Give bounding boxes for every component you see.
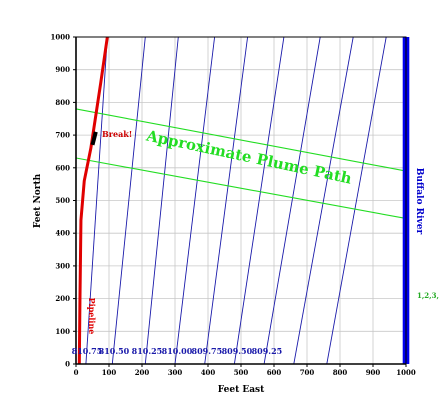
contour-line-1	[111, 37, 146, 364]
y-tick-label-2: 200	[55, 294, 70, 303]
contour-line-2	[144, 37, 179, 364]
tick-labels: 0 100 200 300 400 500 600 700 800 900 1000 0 100 200 3…	[51, 33, 416, 378]
contour-line-8	[326, 37, 387, 364]
x-axis-title: Feet East	[218, 385, 265, 395]
plume-lower-line	[76, 157, 406, 220]
x-tick-label-5: 500	[234, 368, 249, 377]
y-axis-title: Feet North	[33, 173, 43, 228]
y-tick-label-9: 900	[55, 65, 70, 74]
contour-line-7	[293, 37, 354, 364]
contour-label-2: 810.25	[132, 346, 163, 356]
x-tick-label-6: 600	[267, 368, 282, 377]
plume-path	[76, 108, 406, 220]
x-tick-label-8: 800	[333, 368, 348, 377]
river-label: Buffalo River	[414, 168, 424, 235]
contour-label-5: 809.50	[222, 346, 253, 356]
pipeline-label: Pipeline	[87, 298, 97, 335]
y-tick-label-7: 700	[55, 131, 70, 140]
x-tick-label-3: 300	[168, 368, 183, 377]
pipeline	[77, 37, 109, 364]
contour-label-0: 810.75	[72, 346, 103, 356]
y-tick-label-1: 100	[55, 327, 70, 336]
contour-line-6	[263, 37, 321, 364]
contour-line-3	[174, 37, 216, 364]
contour-label-4: 809.75	[192, 346, 223, 356]
grid	[76, 37, 406, 364]
pipeline-line	[77, 37, 109, 364]
y-tick-label-4: 400	[55, 229, 70, 238]
x-tick-label-0: 0	[74, 368, 79, 377]
contour-lines	[85, 37, 387, 364]
contour-line-5	[233, 37, 285, 364]
break-label: Break!	[102, 129, 132, 139]
y-tick-label-0: 0	[65, 360, 70, 369]
x-tick-label-2: 200	[135, 368, 150, 377]
y-tick-label-10: 1000	[51, 33, 71, 42]
x-tick-label-1: 100	[102, 368, 117, 377]
x-tick-label-10: 1000	[396, 368, 416, 377]
x-tick-label-4: 400	[201, 368, 216, 377]
y-tick-label-6: 600	[55, 163, 70, 172]
contour-label-6: 809.25	[252, 346, 283, 356]
contour-line-0	[85, 37, 108, 364]
contour-label-3: 810.00	[162, 346, 193, 356]
plume-upper-line	[76, 108, 406, 172]
y-tick-label-3: 300	[55, 261, 70, 270]
x-tick-label-7: 700	[300, 368, 315, 377]
contour-line-4	[204, 37, 249, 364]
y-tick-label-8: 800	[55, 98, 70, 107]
break-segment	[90, 131, 98, 146]
y-tick-label-5: 500	[55, 196, 70, 205]
x-tick-label-9: 900	[366, 368, 381, 377]
contour-label-1: 810.50	[99, 346, 130, 356]
side-note: 1,2,3,	[417, 291, 439, 300]
